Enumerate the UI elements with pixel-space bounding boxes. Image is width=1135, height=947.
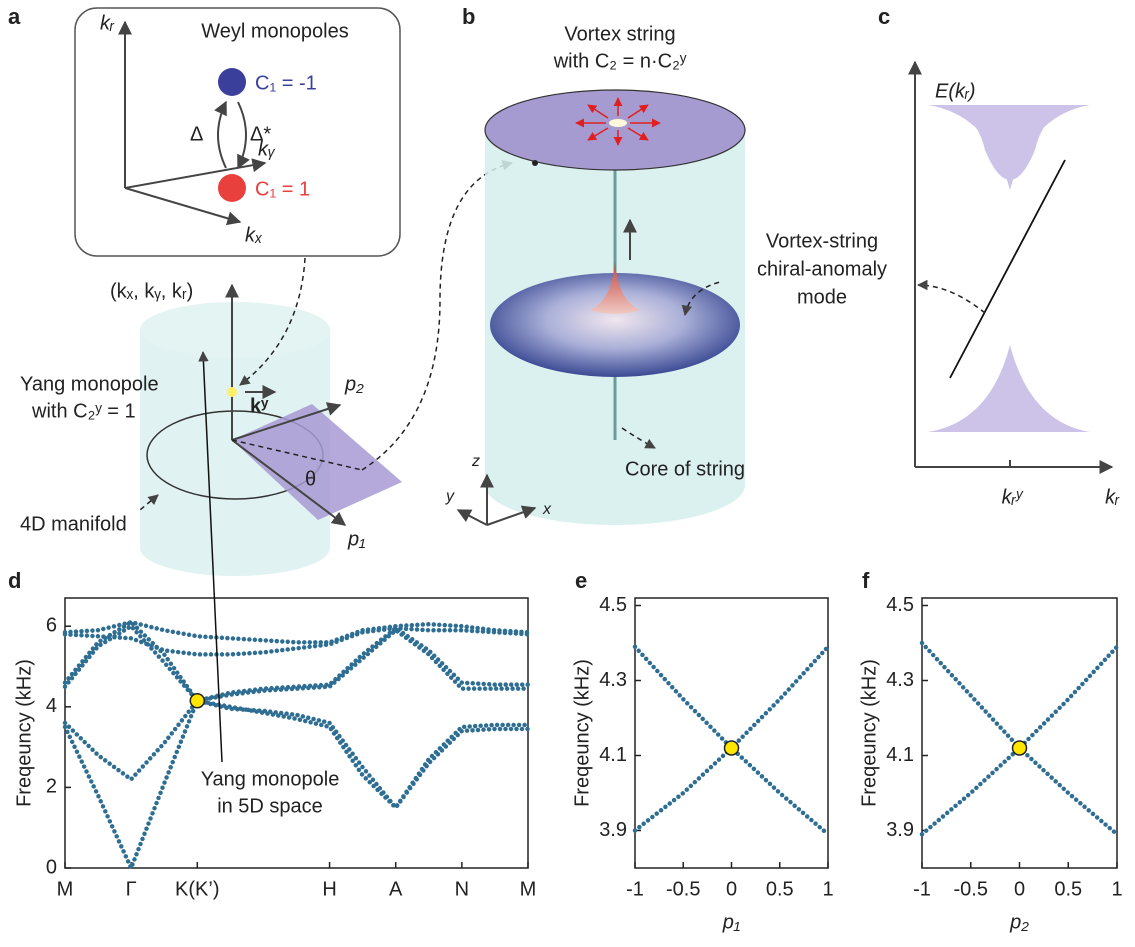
axis-label: p₁ xyxy=(347,528,365,550)
y-tick-label: 4.5 xyxy=(599,594,627,616)
x-tick-label: A xyxy=(389,878,403,900)
manifold-label: 4D manifold xyxy=(20,513,127,535)
axis-label: y xyxy=(445,488,455,505)
axis-label: kᵣ xyxy=(1105,486,1120,508)
cylinder-top xyxy=(140,302,330,358)
tick-label: kᵣʸ xyxy=(1002,486,1025,508)
band-line xyxy=(65,626,528,701)
y-tick-label: 4.1 xyxy=(886,744,914,766)
y-tick-label: 4.1 xyxy=(599,744,627,766)
coupling-label: Δ xyxy=(190,123,203,145)
axis-label: x xyxy=(542,501,552,518)
axis-label: kₓ xyxy=(245,224,263,246)
panel-label: b xyxy=(462,4,475,29)
x-tick-label: -1 xyxy=(913,878,931,900)
mode-label: chiral-anomaly xyxy=(757,258,887,280)
monopole xyxy=(218,174,246,202)
panel-b: Vortex string with C₂ = n·C₂ʸ Core of st… xyxy=(445,23,745,525)
y-tick-label: 0 xyxy=(46,856,57,878)
degeneracy-point xyxy=(725,741,739,755)
chiral-mode xyxy=(950,160,1065,378)
angle-label: θ xyxy=(305,468,316,490)
coords-label: (kₓ, kᵧ, kᵣ) xyxy=(110,280,193,302)
core-label: Core of string xyxy=(625,458,745,480)
inset-title: Weyl monopoles xyxy=(201,20,348,42)
band-line xyxy=(65,701,528,808)
x-tick-label: N xyxy=(455,878,469,900)
y-tick-label: 3.9 xyxy=(886,819,914,841)
x-tick-label: 0 xyxy=(726,878,737,900)
mode-label: mode xyxy=(797,286,847,308)
panel-a: Weyl monopoles kᵣ kᵧ kₓ C₁ = -1 C₁ = 1 Δ… xyxy=(20,8,512,576)
band-line xyxy=(635,647,828,831)
x-tick-label: M xyxy=(57,878,74,900)
charge-label: C₁ = -1 xyxy=(255,72,317,94)
x-tick-label: -0.5 xyxy=(954,878,988,900)
charge-label: C₁ = 1 xyxy=(255,178,310,200)
charts: MΓK(K’)HANM0246Freqeuncy (kHz)Yang monop… xyxy=(13,594,1122,934)
band-region xyxy=(928,345,1090,432)
mode-label: Vortex-string xyxy=(766,230,878,252)
panel-label: c xyxy=(878,4,890,29)
plot-frame xyxy=(922,598,1117,868)
x-tick-label: M xyxy=(520,878,537,900)
core-top xyxy=(609,119,627,127)
x-tick-label: Γ xyxy=(126,878,137,900)
panel-label: f xyxy=(862,568,870,593)
x-axis-title: p₂ xyxy=(1009,911,1029,933)
degeneracy-point xyxy=(1013,741,1027,755)
y-tick-label: 6 xyxy=(46,614,57,636)
yang-label: Yang monopole xyxy=(20,373,159,395)
x-axis-title: p₁ xyxy=(722,911,740,933)
band-line xyxy=(922,643,1117,834)
annotation: in 5D space xyxy=(217,795,323,817)
x-tick-label: H xyxy=(322,878,336,900)
axis-label: E(kᵣ) xyxy=(935,80,975,102)
pointer xyxy=(918,285,985,313)
axis xyxy=(487,508,535,525)
band-region xyxy=(928,105,1090,190)
y-axis-title: Freqeuncy (kHz) xyxy=(858,659,880,807)
monopole xyxy=(218,68,246,96)
x-tick-label: 0 xyxy=(1014,878,1025,900)
x-tick-label: 1 xyxy=(1111,878,1122,900)
cylinder-top xyxy=(485,90,745,170)
title: Vortex string xyxy=(564,23,675,45)
inset-box xyxy=(75,8,400,256)
y-axis-title: Freqeuncy (kHz) xyxy=(13,659,35,807)
panel-label: d xyxy=(8,568,21,593)
axis-label: z xyxy=(471,453,480,470)
x-tick-label: -1 xyxy=(626,878,644,900)
x-tick-label: 0.5 xyxy=(766,878,794,900)
point xyxy=(532,160,538,166)
x-tick-label: 1 xyxy=(822,878,833,900)
coupling-label: Δ* xyxy=(250,123,271,145)
yang-point xyxy=(227,387,237,397)
y-tick-label: 4.3 xyxy=(886,669,914,691)
panel-label: a xyxy=(8,4,21,29)
y-tick-label: 3.9 xyxy=(599,819,627,841)
x-tick-label: 0.5 xyxy=(1054,878,1082,900)
plot-frame xyxy=(635,598,828,868)
title: with C₂ = n·C₂ʸ xyxy=(553,50,687,72)
panel-label: e xyxy=(575,568,587,593)
y-tick-label: 4.5 xyxy=(886,594,914,616)
degeneracy-point xyxy=(190,694,204,708)
axis-label: kᵣ xyxy=(100,12,115,34)
figure: a b c d e f Weyl monopoles kᵣ kᵧ kₓ C₁ =… xyxy=(0,0,1135,947)
x-tick-label: K(K’) xyxy=(175,878,219,900)
yang-label: with C₂ʸ = 1 xyxy=(31,400,136,422)
axis xyxy=(458,510,487,525)
x-tick-label: -0.5 xyxy=(666,878,700,900)
y-tick-label: 4.3 xyxy=(599,669,627,691)
y-tick-label: 2 xyxy=(46,776,57,798)
annotation: Yang monopole xyxy=(201,768,340,790)
panel-c: E(kᵣ) Vortex-string chiral-anomaly mode … xyxy=(757,62,1120,508)
y-tick-label: 4 xyxy=(46,695,57,717)
axis-label: p₂ xyxy=(344,373,364,395)
y-axis-title: Freqeuncy (kHz) xyxy=(571,659,593,807)
vector-label: kʸ xyxy=(250,395,269,417)
